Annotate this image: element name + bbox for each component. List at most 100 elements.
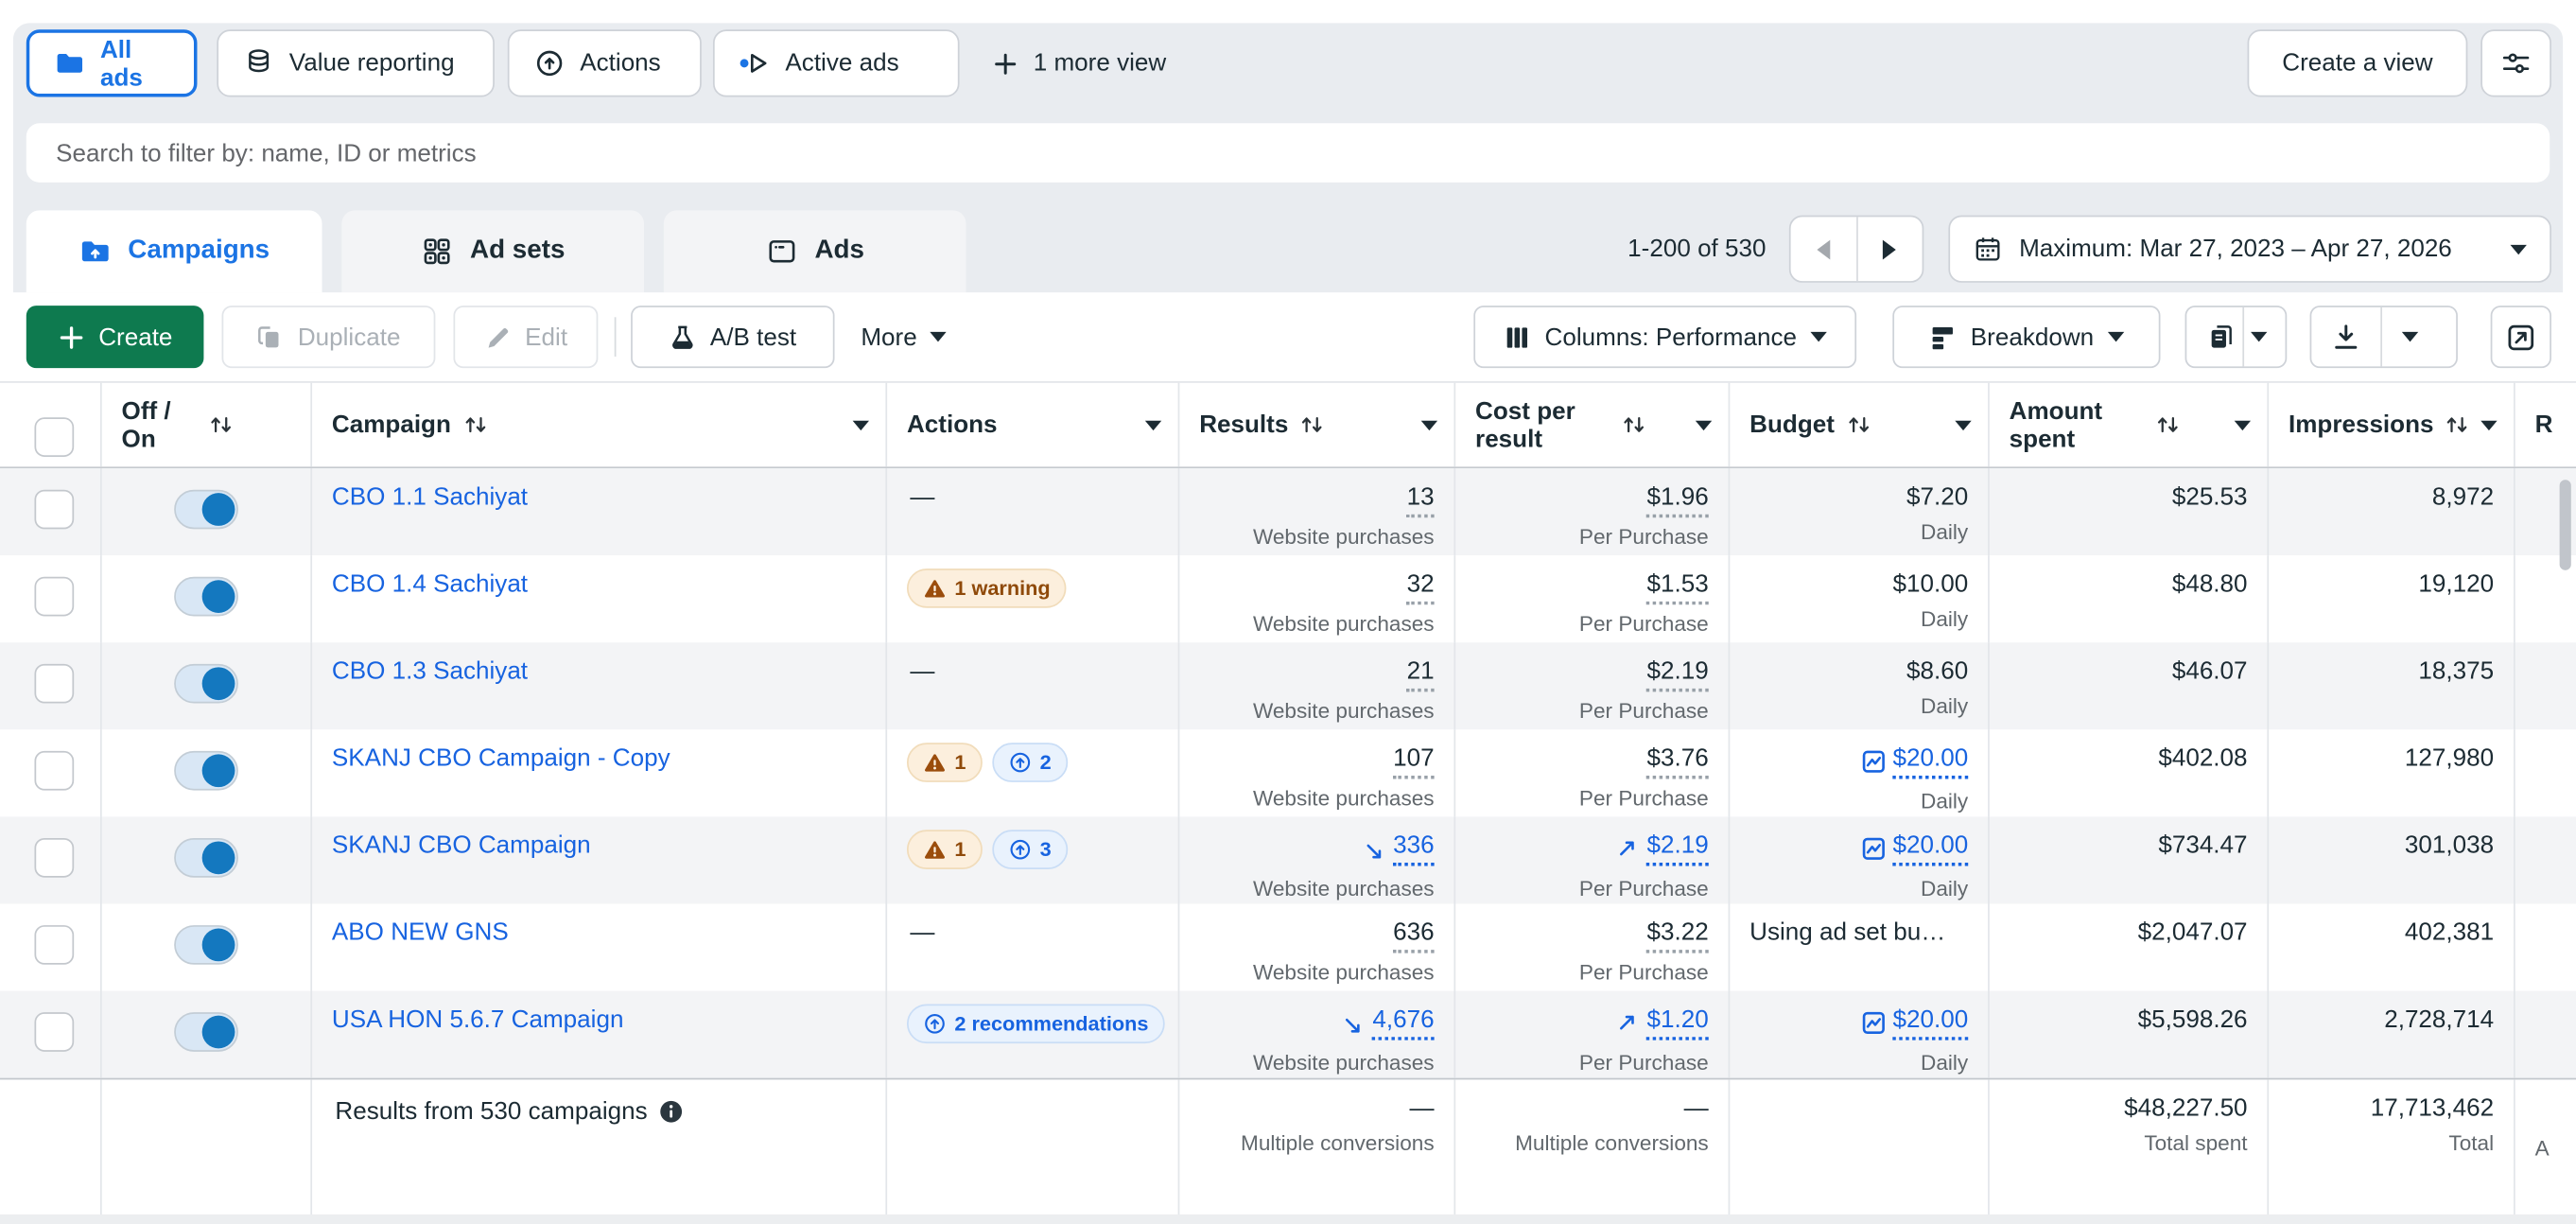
actions-badges: 1 warning	[887, 555, 1177, 608]
campaign-link[interactable]: CBO 1.3 Sachiyat	[331, 656, 529, 686]
campaign-link[interactable]: ABO NEW GNS	[331, 918, 509, 947]
column-header-impressions[interactable]: Impressions	[2269, 382, 2515, 467]
results-sublabel: Website purchases	[1252, 698, 1435, 724]
row-checkbox[interactable]	[34, 1012, 75, 1052]
row-checkbox[interactable]	[34, 489, 75, 530]
recommendations-badge[interactable]: 3	[992, 830, 1069, 870]
cost-per-result-value[interactable]: $1.20	[1617, 1005, 1709, 1040]
warning-badge[interactable]: 1	[906, 830, 983, 870]
tab-ads[interactable]: Ads	[663, 210, 966, 293]
recommendations-badge[interactable]: 2 recommendations	[906, 1004, 1165, 1044]
cost-per-result-value[interactable]: $1.96	[1646, 483, 1709, 518]
toggle-knob	[201, 1015, 235, 1049]
column-header-campaign[interactable]: Campaign	[312, 382, 888, 467]
column-header-results[interactable]: Results	[1179, 382, 1456, 467]
select-all-checkbox[interactable]	[34, 416, 75, 457]
results-sublabel: Website purchases	[1252, 1049, 1435, 1075]
results-value[interactable]: 107	[1393, 744, 1435, 779]
budget-chart-icon	[1861, 749, 1886, 774]
campaign-active-toggle[interactable]	[174, 489, 238, 530]
view-tab-all-ads[interactable]: All ads	[26, 29, 198, 97]
date-range-selector[interactable]: Maximum: Mar 27, 2023 – Apr 27, 2026	[1948, 215, 2551, 283]
campaign-link[interactable]: SKANJ CBO Campaign - Copy	[331, 743, 670, 773]
budget-value[interactable]: $20.00	[1861, 831, 1969, 866]
duplicate-button[interactable]: Duplicate	[221, 306, 436, 369]
impressions-value: 2,728,714	[2384, 1005, 2495, 1034]
tab-ad-sets[interactable]: Ad sets	[341, 210, 645, 293]
view-tab-value-reporting[interactable]: Value reporting	[217, 29, 495, 97]
view-settings-button[interactable]	[2480, 29, 2551, 97]
footer-cost-sublabel: Multiple conversions	[1515, 1130, 1709, 1156]
horizontal-scrollbar-track[interactable]	[0, 1214, 2576, 1224]
pagination-controls	[1788, 215, 1924, 283]
create-button[interactable]: Create	[26, 306, 204, 369]
column-header-actions[interactable]: Actions	[887, 382, 1180, 467]
cost-per-result-value[interactable]: $2.19	[1646, 657, 1709, 692]
budget-value[interactable]: $20.00	[1861, 1005, 1969, 1040]
cost-per-result-value[interactable]: $3.22	[1646, 918, 1709, 953]
warning-badge[interactable]: 1 warning	[906, 568, 1068, 608]
actions-empty: —	[910, 918, 935, 947]
campaign-link[interactable]: CBO 1.1 Sachiyat	[331, 482, 529, 512]
campaign-active-toggle[interactable]	[174, 663, 238, 704]
ab-test-label: A/B test	[709, 323, 797, 351]
ab-test-button[interactable]: A/B test	[631, 306, 835, 369]
cost-per-result-value[interactable]: $1.53	[1646, 570, 1709, 605]
results-value[interactable]: 32	[1406, 570, 1435, 605]
campaign-link[interactable]: USA HON 5.6.7 Campaign	[331, 1005, 624, 1034]
results-value[interactable]: 336	[1364, 831, 1435, 866]
vertical-scrollbar-thumb[interactable]	[2559, 480, 2571, 570]
row-checkbox[interactable]	[34, 925, 75, 965]
columns-selector[interactable]: Columns: Performance	[1473, 306, 1857, 369]
chevron-down-icon	[2401, 331, 2419, 342]
chevron-down-icon	[1809, 331, 1827, 342]
recommendations-badge[interactable]: 2	[992, 743, 1069, 782]
row-checkbox[interactable]	[34, 837, 75, 878]
campaign-active-toggle[interactable]	[174, 1012, 238, 1052]
create-view-button[interactable]: Create a view	[2247, 29, 2468, 97]
row-checkbox[interactable]	[34, 663, 75, 704]
results-value[interactable]: 4,676	[1343, 1005, 1435, 1040]
campaign-active-toggle[interactable]	[174, 837, 238, 878]
view-tab-actions[interactable]: Actions	[507, 29, 702, 97]
more-button[interactable]: More	[861, 306, 947, 368]
footer-results-value: —	[1409, 1094, 1435, 1123]
column-header-reach-partial[interactable]: R	[2534, 411, 2553, 439]
more-view-button[interactable]: 1 more view	[992, 29, 1166, 96]
row-checkbox[interactable]	[34, 576, 75, 617]
next-page-button[interactable]	[1857, 217, 1923, 281]
cost-per-result-value[interactable]: $3.76	[1646, 744, 1709, 779]
previous-page-button[interactable]	[1791, 217, 1857, 282]
sort-icon	[211, 417, 231, 433]
export-button[interactable]	[2309, 306, 2458, 369]
column-header-cost-per-result[interactable]: Cost per result	[1455, 382, 1731, 467]
flask-icon	[672, 324, 693, 349]
campaign-active-toggle[interactable]	[174, 925, 238, 965]
campaign-active-toggle[interactable]	[174, 750, 238, 791]
view-tab-active-ads[interactable]: Active ads	[712, 29, 960, 97]
results-value[interactable]: 13	[1406, 483, 1435, 518]
campaign-link[interactable]: CBO 1.4 Sachiyat	[331, 569, 529, 599]
budget-value[interactable]: $20.00	[1861, 744, 1969, 779]
column-header-budget[interactable]: Budget	[1730, 382, 1990, 467]
warning-badge[interactable]: 1	[906, 743, 983, 782]
edit-pencil-icon	[487, 327, 508, 347]
cost-per-result-value[interactable]: $2.19	[1617, 831, 1709, 866]
column-header-off-on[interactable]: Off / On	[102, 382, 313, 467]
tab-campaigns[interactable]: Campaigns	[26, 210, 322, 293]
charts-button[interactable]	[2490, 306, 2551, 369]
campaign-active-toggle[interactable]	[174, 576, 238, 617]
search-input[interactable]	[26, 123, 2550, 183]
row-checkbox[interactable]	[34, 750, 75, 791]
results-value[interactable]: 21	[1406, 657, 1435, 692]
reports-button[interactable]	[2184, 306, 2288, 369]
results-sublabel: Website purchases	[1252, 524, 1435, 550]
campaign-link[interactable]: SKANJ CBO Campaign	[331, 831, 591, 860]
edit-button[interactable]: Edit	[453, 306, 599, 369]
breakdown-selector[interactable]: Breakdown	[1892, 306, 2161, 369]
results-value[interactable]: 636	[1393, 918, 1435, 953]
info-icon[interactable]	[659, 1099, 684, 1124]
column-header-amount-spent[interactable]: Amount spent	[1990, 382, 2270, 467]
